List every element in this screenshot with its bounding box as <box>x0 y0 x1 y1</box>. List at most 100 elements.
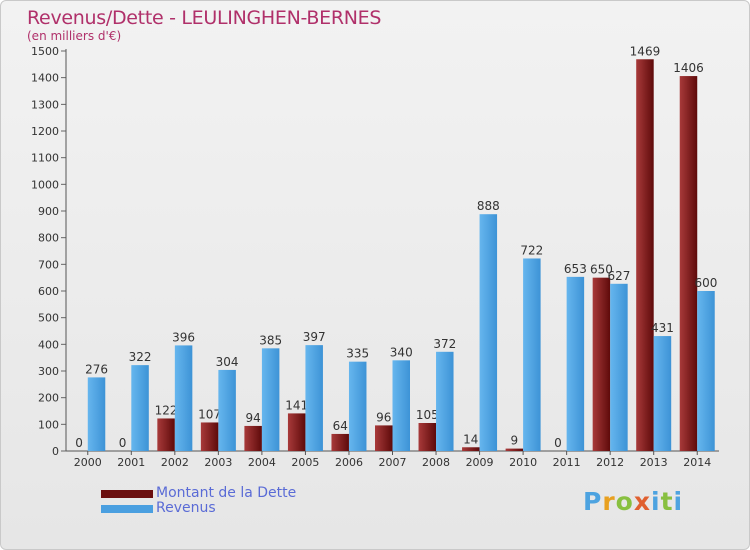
x-tick-label: 2010 <box>509 456 537 469</box>
data-label: 0 <box>75 436 83 450</box>
y-tick-label: 800 <box>38 232 59 245</box>
data-label: 107 <box>198 407 221 421</box>
data-label: 1406 <box>673 61 704 75</box>
chart-subtitle: (en milliers d'€) <box>27 29 122 43</box>
data-label: 0 <box>554 436 562 450</box>
y-tick-label: 100 <box>38 418 59 431</box>
data-label: 372 <box>433 337 456 351</box>
y-tick-label: 1500 <box>31 45 59 58</box>
data-label: 14 <box>463 432 478 446</box>
bar-dette <box>157 418 175 451</box>
logo-letter: i <box>651 487 661 516</box>
x-tick-label: 2001 <box>117 456 145 469</box>
data-label: 0 <box>119 436 127 450</box>
data-label: 322 <box>129 350 152 364</box>
x-tick-label: 2009 <box>466 456 494 469</box>
data-label: 105 <box>416 408 439 422</box>
bar-revenus <box>348 361 367 451</box>
legend-swatch-dette <box>101 490 153 498</box>
y-tick-label: 1000 <box>31 178 59 191</box>
bar-revenus <box>218 369 236 451</box>
data-label: 94 <box>246 411 261 425</box>
bar-revenus <box>305 345 323 451</box>
proxiti-logo: Proxiti <box>583 487 683 516</box>
data-label: 122 <box>155 403 178 417</box>
logo-letter: r <box>602 487 616 516</box>
bar-revenus <box>174 345 193 451</box>
logo-letter: x <box>633 487 651 516</box>
x-tick-label: 2005 <box>291 456 319 469</box>
legend-item-revenus: Revenus <box>101 500 401 517</box>
data-label: 64 <box>333 419 348 433</box>
bar-revenus <box>131 365 149 451</box>
bar-revenus <box>523 258 541 451</box>
x-tick-label: 2007 <box>379 456 407 469</box>
y-tick-label: 200 <box>38 392 59 405</box>
bar-revenus <box>479 214 498 451</box>
data-label: 722 <box>520 243 543 257</box>
data-label: 431 <box>651 321 674 335</box>
data-label: 653 <box>564 262 587 276</box>
legend: Montant de la Dette Revenus <box>101 485 401 517</box>
bar-revenus <box>261 348 280 451</box>
y-tick-label: 300 <box>38 365 59 378</box>
bar-dette <box>200 422 219 451</box>
logo-letter: i <box>673 487 684 516</box>
bar-dette <box>505 448 524 451</box>
logo-letter: P <box>583 487 603 516</box>
bar-revenus <box>87 377 106 451</box>
bar-dette <box>592 277 611 451</box>
x-tick-label: 2011 <box>553 456 581 469</box>
bar-revenus <box>697 291 715 451</box>
y-tick-label: 0 <box>52 445 59 458</box>
x-tick-label: 2004 <box>248 456 276 469</box>
y-tick-label: 1300 <box>31 98 59 111</box>
bar-dette <box>636 59 654 452</box>
data-label: 650 <box>590 263 613 277</box>
data-label: 1469 <box>630 44 661 58</box>
legend-label-revenus: Revenus <box>156 500 216 516</box>
x-tick-label: 2000 <box>74 456 102 469</box>
bar-revenus <box>392 360 410 451</box>
bar-dette <box>375 425 393 451</box>
data-label: 96 <box>376 410 391 424</box>
x-tick-label: 2013 <box>640 456 668 469</box>
y-tick-label: 1200 <box>31 125 59 138</box>
x-tick-label: 2008 <box>422 456 450 469</box>
y-tick-label: 900 <box>38 205 59 218</box>
bar-revenus <box>610 283 628 451</box>
y-tick-label: 600 <box>38 285 59 298</box>
y-tick-label: 400 <box>38 338 59 351</box>
bar-dette <box>462 447 480 451</box>
chart-title: Revenus/Dette - LEULINGHEN-BERNES <box>27 7 382 29</box>
legend-label-dette: Montant de la Dette <box>156 485 297 501</box>
data-label: 600 <box>695 276 718 290</box>
bar-dette <box>287 413 306 451</box>
bar-revenus <box>436 351 454 451</box>
bar-dette <box>331 433 349 451</box>
legend-swatch-revenus <box>101 505 153 513</box>
x-tick-label: 2012 <box>596 456 624 469</box>
data-label: 397 <box>303 330 326 344</box>
y-tick-label: 700 <box>38 258 59 271</box>
y-tick-label: 1100 <box>31 152 59 165</box>
data-label: 888 <box>477 199 500 213</box>
data-label: 304 <box>216 355 239 369</box>
data-label: 340 <box>390 345 413 359</box>
legend-item-dette: Montant de la Dette <box>101 485 401 502</box>
data-label: 276 <box>85 362 108 376</box>
x-tick-label: 2003 <box>204 456 232 469</box>
bar-revenus <box>653 336 672 451</box>
logo-letter: t <box>660 487 674 516</box>
x-tick-label: 2014 <box>683 456 711 469</box>
logo-letter: o <box>615 487 634 516</box>
data-label: 335 <box>346 347 369 361</box>
bar-dette <box>244 425 262 451</box>
data-label: 141 <box>285 398 308 412</box>
data-label: 9 <box>511 434 519 448</box>
data-label: 385 <box>259 333 282 347</box>
bar-dette <box>418 423 437 451</box>
y-tick-label: 500 <box>38 312 59 325</box>
bar-dette <box>679 76 698 452</box>
